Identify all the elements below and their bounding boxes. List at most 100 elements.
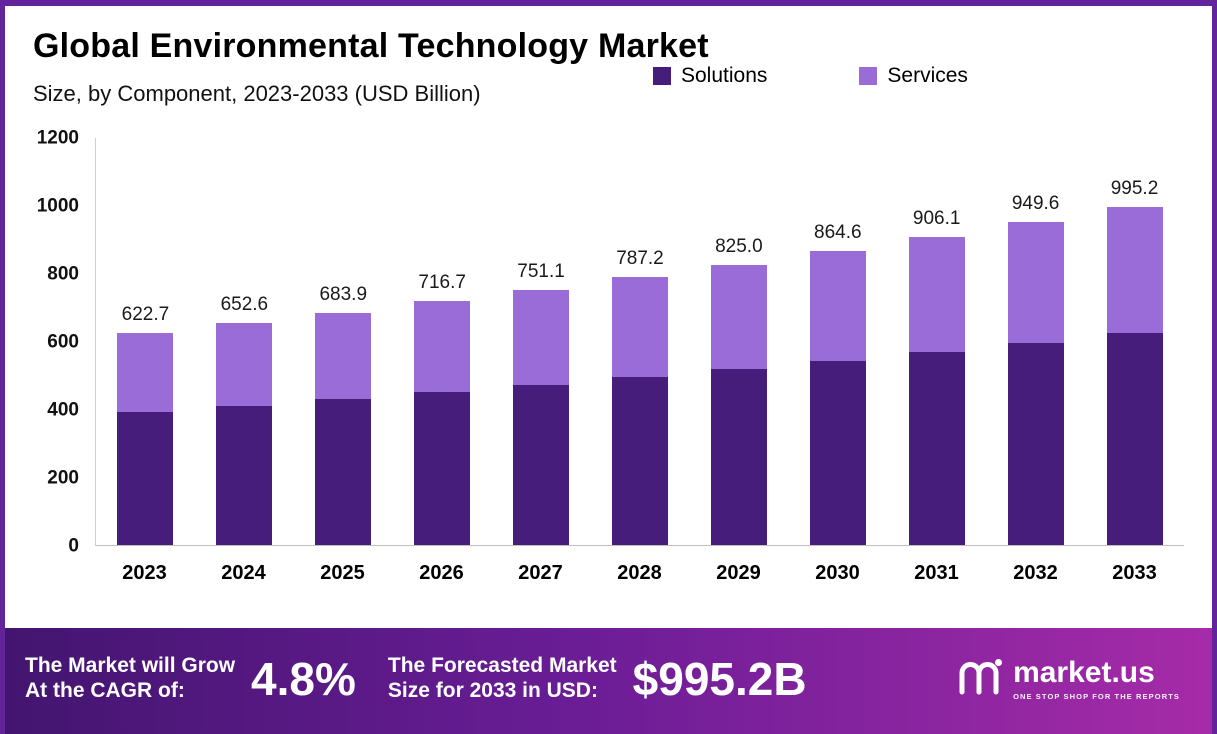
footer-banner: The Market will Grow At the CAGR of: 4.8… — [5, 628, 1212, 734]
bar-group: 949.6 — [986, 138, 1085, 545]
bar-total-label: 751.1 — [517, 260, 565, 282]
stacked-bar — [414, 301, 471, 545]
market-us-logo-icon — [957, 658, 1003, 701]
chart-area: 0 200 400 600 800 1000 1200 622.7 652.6 683.9 716… — [5, 108, 1212, 628]
cagr-value: 4.8% — [251, 653, 356, 705]
bar-group: 787.2 — [591, 138, 690, 545]
solutions-segment — [1007, 342, 1064, 545]
chart-header: Global Environmental Technology Market S… — [5, 6, 1212, 108]
brand-text: market.us ONE STOP SHOP FOR THE REPORTS — [1013, 655, 1180, 701]
x-tick-label: 2033 — [1112, 562, 1157, 584]
bar-total-label: 906.1 — [912, 207, 961, 229]
chart-title: Global Environmental Technology Market — [33, 27, 709, 65]
plot-row: 0 200 400 600 800 1000 1200 622.7 652.6 683.9 716… — [33, 129, 1184, 556]
services-segment — [809, 251, 866, 361]
bars: 622.7 652.6 683.9 716.7 751.1 787.2 825.0 864.6… — [96, 138, 1184, 545]
bar-group: 622.7 — [96, 138, 195, 545]
stacked-bar — [315, 312, 372, 545]
bar-total-label: 622.7 — [121, 304, 170, 326]
services-segment — [216, 323, 273, 406]
y-tick-label: 1200 — [36, 127, 79, 149]
x-tick-label: 2029 — [716, 562, 761, 584]
solutions-segment — [611, 377, 668, 545]
stacked-bar — [809, 251, 866, 545]
x-tick-label: 2032 — [1013, 562, 1058, 584]
bar-group: 825.0 — [689, 138, 788, 545]
cagr-label-line1: The Market will Grow — [25, 654, 236, 678]
bar-total-label: 683.9 — [319, 283, 368, 305]
bar-group: 864.6 — [788, 138, 887, 545]
stacked-bar — [908, 236, 965, 545]
solutions-segment — [809, 360, 866, 545]
services-segment — [1106, 206, 1163, 333]
legend-label: Solutions — [681, 64, 768, 87]
solutions-segment — [908, 351, 965, 545]
y-tick-label: 1000 — [36, 195, 79, 217]
cagr-label: The Market will Grow At the CAGR of: — [25, 654, 235, 704]
y-tick-label: 400 — [47, 399, 79, 421]
bar-total-label: 864.6 — [814, 222, 862, 244]
x-tick-label: 2028 — [617, 562, 662, 584]
solutions-segment — [1106, 332, 1163, 545]
bar-group: 652.6 — [195, 138, 294, 545]
cagr-label-line2: At the CAGR of: — [25, 679, 185, 702]
bar-group: 751.1 — [492, 138, 591, 545]
y-axis: 0 200 400 600 800 1000 1200 — [33, 129, 95, 556]
services-segment — [117, 333, 174, 413]
stacked-bar — [513, 289, 570, 545]
x-tick-label: 2024 — [221, 562, 266, 584]
x-tick-label: 2026 — [419, 562, 464, 584]
forecast-label-line1: The Forecasted Market — [387, 654, 617, 678]
chart-subtitle: Size, by Component, 2023-2033 (USD Billi… — [33, 81, 481, 106]
services-segment — [611, 277, 668, 378]
y-tick-label: 800 — [47, 263, 79, 285]
legend: Solutions Services — [653, 64, 968, 88]
bar-group: 716.7 — [393, 138, 492, 545]
legend-label: Services — [887, 64, 968, 87]
forecast-value: $995.2B — [632, 653, 807, 705]
x-tick-label: 2031 — [914, 562, 959, 584]
y-tick-label: 0 — [68, 535, 79, 557]
stacked-bar — [1007, 222, 1064, 545]
bar-group: 683.9 — [294, 138, 393, 545]
solutions-segment — [513, 384, 570, 545]
services-segment — [908, 236, 965, 352]
bar-group: 995.2 — [1085, 138, 1184, 545]
x-axis: 2023 2024 2025 2026 2027 2028 2029 2030 2031 2032… — [95, 546, 1184, 585]
solutions-segment — [216, 405, 273, 545]
legend-swatch — [653, 67, 671, 85]
brand-group: market.us ONE STOP SHOP FOR THE REPORTS — [957, 655, 1192, 701]
legend-item-solutions: Solutions — [653, 64, 767, 88]
brand-name: market.us — [1013, 655, 1155, 689]
services-segment — [513, 289, 570, 385]
stacked-bar — [1106, 206, 1163, 545]
services-segment — [414, 301, 471, 393]
bar-total-label: 825.0 — [715, 235, 763, 257]
y-tick-label: 200 — [47, 467, 79, 489]
bar-group: 906.1 — [887, 138, 986, 545]
bar-total-label: 949.6 — [1011, 193, 1060, 215]
stacked-bar — [710, 264, 767, 545]
x-tick-label: 2025 — [320, 562, 365, 584]
plot: 622.7 652.6 683.9 716.7 751.1 787.2 825.0 864.6… — [95, 138, 1184, 546]
bar-total-label: 787.2 — [616, 248, 664, 270]
stacked-bar — [117, 333, 174, 545]
x-tick-label: 2027 — [518, 562, 563, 584]
x-tick-label: 2023 — [122, 562, 167, 584]
forecast-label-line2: Size for 2033 in USD: — [387, 679, 598, 702]
stacked-bar — [611, 277, 668, 545]
chart: 0 200 400 600 800 1000 1200 622.7 652.6 683.9 716… — [33, 129, 1184, 585]
solutions-segment — [710, 369, 767, 545]
stacked-bar — [216, 323, 273, 545]
solutions-segment — [117, 412, 174, 545]
forecast-label: The Forecasted Market Size for 2033 in U… — [388, 654, 617, 704]
legend-item-services: Services — [859, 64, 968, 88]
bar-total-label: 716.7 — [418, 272, 466, 294]
solutions-segment — [315, 399, 372, 545]
y-tick-label: 600 — [47, 331, 79, 353]
bar-total-label: 652.6 — [220, 294, 269, 316]
services-segment — [315, 312, 372, 400]
brand-tagline: ONE STOP SHOP FOR THE REPORTS — [1013, 691, 1180, 701]
x-tick-label: 2030 — [815, 562, 860, 584]
